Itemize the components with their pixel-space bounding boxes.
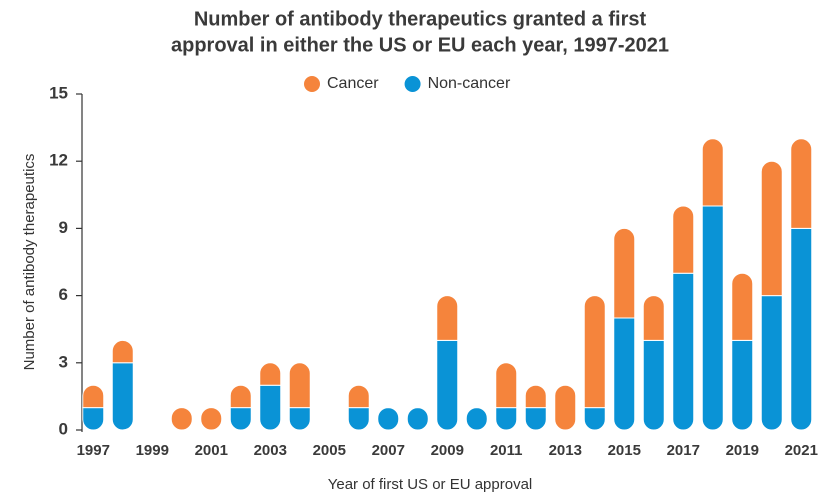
y-tick-label: 6 <box>59 285 68 304</box>
chart-title: Number of antibody therapeutics granted … <box>194 8 647 30</box>
x-tick-label: 2011 <box>490 442 523 459</box>
x-tick-label: 2013 <box>549 442 582 459</box>
x-tick-label: 1999 <box>136 442 169 459</box>
y-tick-label: 0 <box>59 419 68 438</box>
bar-segment <box>259 362 282 386</box>
y-tick-label: 15 <box>49 83 68 102</box>
legend-swatch <box>404 76 421 92</box>
bar-segment <box>524 407 547 431</box>
legend-label: Cancer <box>327 75 379 92</box>
bar-segment <box>731 339 754 431</box>
bar-segment <box>347 384 370 409</box>
bar-segment <box>229 384 252 409</box>
bar-segment <box>82 407 105 431</box>
x-tick-label: 2009 <box>431 442 464 459</box>
bar-segment <box>288 407 311 431</box>
bar-segment <box>436 339 459 431</box>
bar-segment <box>790 227 813 431</box>
bar-segment <box>200 407 223 431</box>
bar-segment <box>347 407 370 431</box>
bar-segment <box>583 295 606 409</box>
bar-segment <box>672 205 695 274</box>
x-tick-label: 2021 <box>785 442 818 459</box>
bar-segment <box>495 362 518 409</box>
bar-segment <box>701 138 724 207</box>
legend-label: Non-cancer <box>428 75 511 92</box>
bar-segment <box>111 362 134 431</box>
x-tick-label: 2015 <box>608 442 641 459</box>
x-tick-label: 2003 <box>254 442 287 459</box>
bar-segment <box>672 272 695 431</box>
bar-segment <box>731 272 754 341</box>
bar-segment <box>170 407 193 431</box>
bar-segment <box>524 384 547 409</box>
bar-segment <box>613 227 636 319</box>
y-tick-label: 3 <box>59 352 68 371</box>
bar-segment <box>288 362 311 409</box>
x-tick-label: 2019 <box>726 442 759 459</box>
bar-segment <box>436 295 459 341</box>
chart-title: approval in either the US or EU each yea… <box>171 34 669 56</box>
x-tick-label: 2007 <box>372 442 405 459</box>
y-tick-label: 9 <box>59 218 68 237</box>
bar-segment <box>760 160 783 297</box>
bar-segment <box>583 407 606 431</box>
x-tick-label: 2017 <box>667 442 700 459</box>
bar-segment <box>760 295 783 431</box>
x-tick-label: 2001 <box>195 442 228 459</box>
legend: Cancer Non-cancer <box>304 75 511 92</box>
y-axis-label: Number of antibody therapeutics <box>21 154 38 371</box>
x-tick-label: 1997 <box>77 442 110 459</box>
bar-segment <box>465 407 488 431</box>
bar-segment <box>642 295 665 341</box>
bar-segment <box>406 407 429 431</box>
bar-segment <box>701 205 724 431</box>
bar-segment <box>642 339 665 431</box>
legend-swatch <box>304 76 320 92</box>
bar-segment <box>82 384 105 409</box>
bar-segment <box>229 407 252 431</box>
x-axis-label: Year of first US or EU approval <box>328 476 533 493</box>
bar-segment <box>613 317 636 431</box>
bar-segment <box>495 407 518 431</box>
bar-segment <box>377 407 400 431</box>
x-tick-label: 2005 <box>313 442 346 459</box>
bar-segment <box>554 384 577 431</box>
bar-segment <box>111 339 134 364</box>
y-tick-label: 12 <box>49 151 68 170</box>
bar-segment <box>790 138 813 229</box>
bar-segment <box>259 384 282 431</box>
